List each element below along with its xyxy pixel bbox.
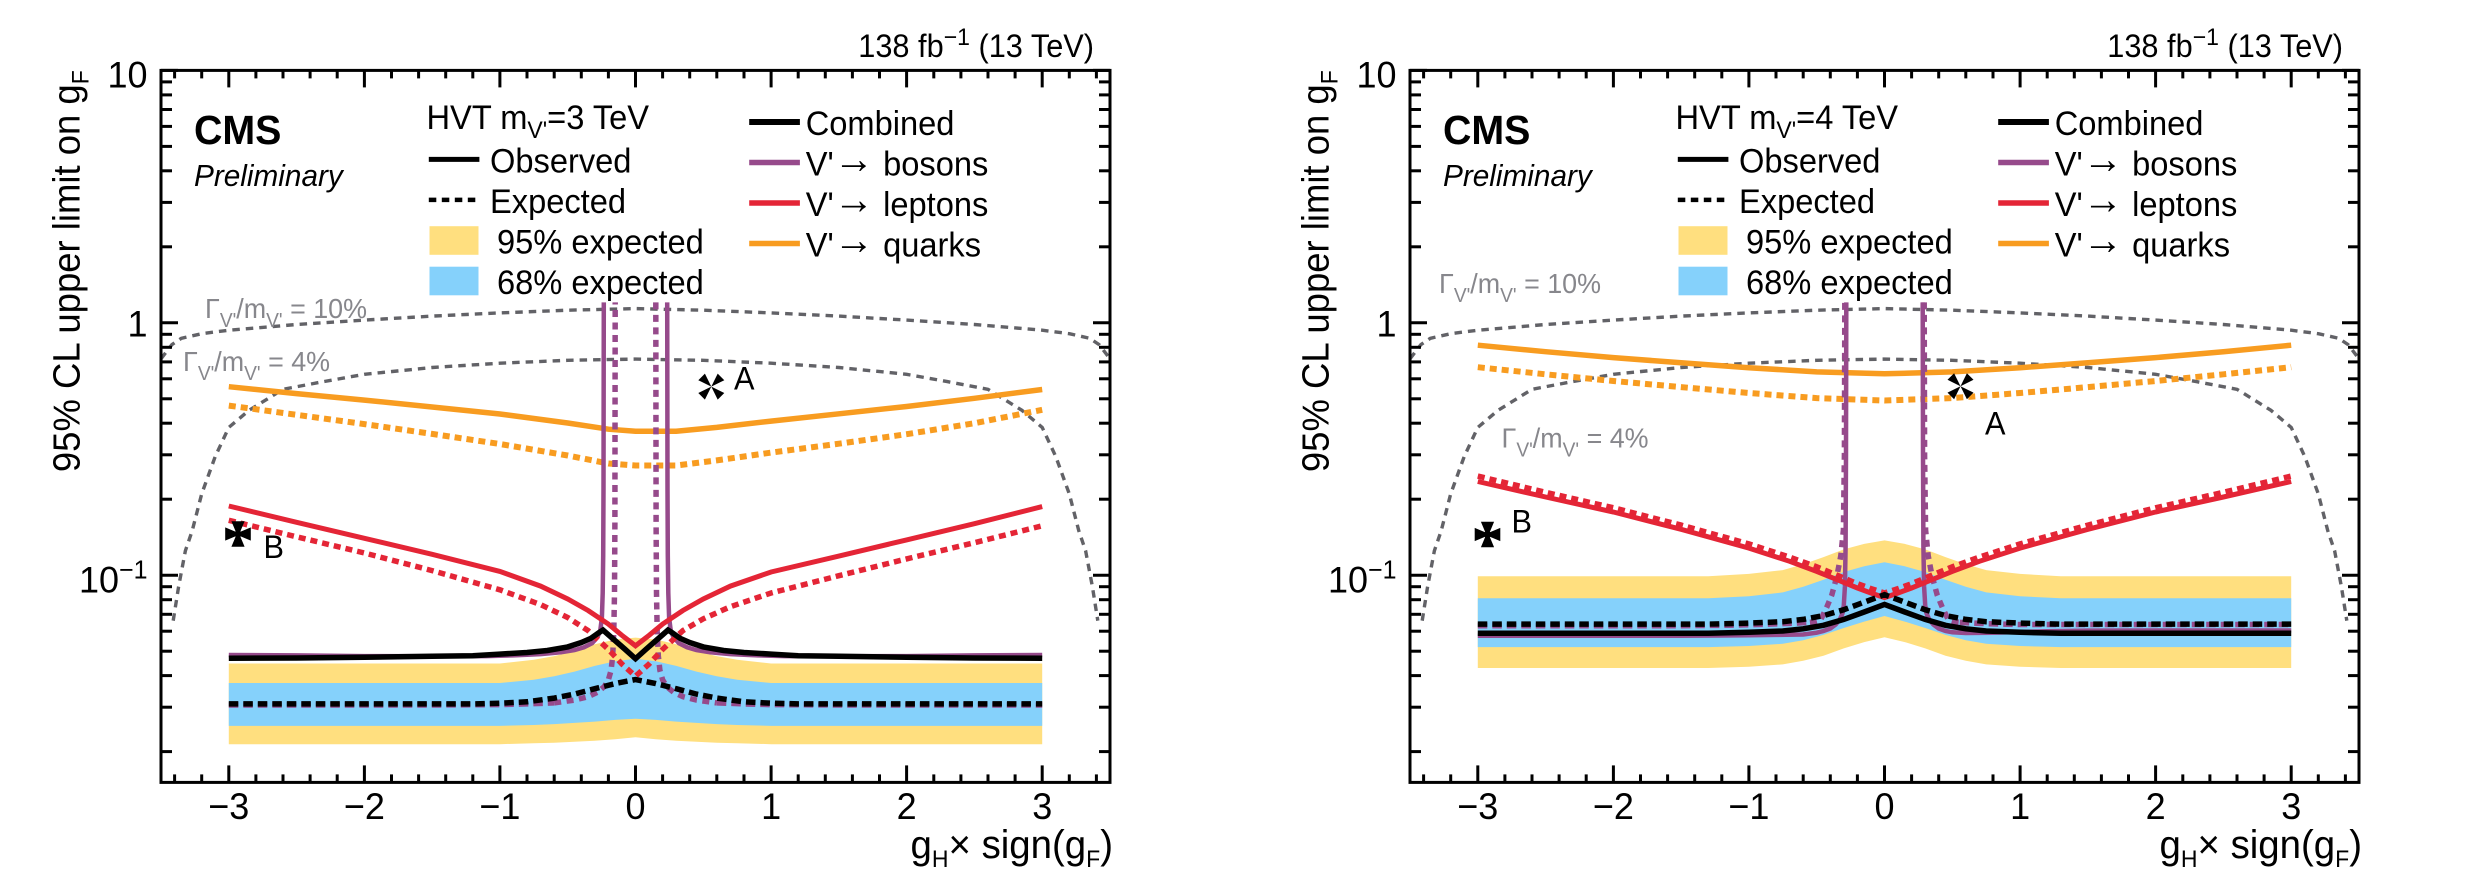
svg-text:1: 1 (127, 303, 147, 345)
svg-text:2: 2 (897, 786, 917, 828)
svg-text:gH​× sign(gF​): gH​× sign(gF​) (2160, 823, 2362, 872)
svg-text:−3: −3 (208, 786, 249, 828)
svg-text:A: A (1985, 406, 2006, 442)
svg-text:Combined: Combined (806, 106, 955, 144)
svg-text:1: 1 (761, 786, 781, 828)
svg-text:0: 0 (1874, 786, 1894, 828)
svg-text:CMS: CMS (194, 107, 281, 153)
svg-text:2: 2 (2146, 786, 2166, 828)
svg-text:10: 10 (107, 54, 147, 96)
svg-text:3: 3 (2281, 786, 2301, 828)
svg-text:−2: −2 (1593, 786, 1634, 828)
svg-text:−1: −1 (1728, 786, 1769, 828)
svg-text:10: 10 (1356, 54, 1396, 96)
svg-text:−2: −2 (344, 786, 385, 828)
svg-text:B: B (1512, 504, 1532, 540)
svg-text:0: 0 (625, 786, 645, 828)
svg-text:−3: −3 (1457, 786, 1498, 828)
svg-text:Observed: Observed (1739, 143, 1880, 181)
svg-text:Expected: Expected (490, 184, 626, 222)
svg-text:1: 1 (2010, 786, 2030, 828)
svg-text:Expected: Expected (1739, 184, 1875, 222)
svg-text:138 fb−1​ (13 TeV): 138 fb−1​ (13 TeV) (2107, 24, 2343, 65)
svg-text:3: 3 (1032, 786, 1052, 828)
svg-text:95% CL upper limit on gF​: 95% CL upper limit on gF​ (1294, 70, 1343, 472)
svg-text:Preliminary: Preliminary (1443, 158, 1594, 193)
svg-text:68% expected: 68% expected (1746, 265, 1953, 303)
svg-text:A: A (734, 361, 755, 397)
svg-text:95% expected: 95% expected (497, 224, 704, 262)
svg-text:Observed: Observed (490, 143, 631, 181)
svg-text:Preliminary: Preliminary (194, 158, 345, 193)
svg-text:68% expected: 68% expected (497, 265, 704, 303)
svg-text:B: B (264, 529, 284, 565)
svg-text:−1: −1 (479, 786, 520, 828)
svg-text:Combined: Combined (2055, 106, 2204, 144)
svg-text:HVT mV'​=3 TeV: HVT mV'​=3 TeV (427, 100, 650, 144)
svg-text:95% expected: 95% expected (1746, 224, 1953, 262)
svg-text:138 fb−1​ (13 TeV): 138 fb−1​ (13 TeV) (858, 24, 1094, 65)
svg-text:CMS: CMS (1443, 107, 1530, 153)
svg-text:1: 1 (1376, 303, 1396, 345)
svg-text:95% CL upper limit on gF​: 95% CL upper limit on gF​ (45, 70, 94, 472)
